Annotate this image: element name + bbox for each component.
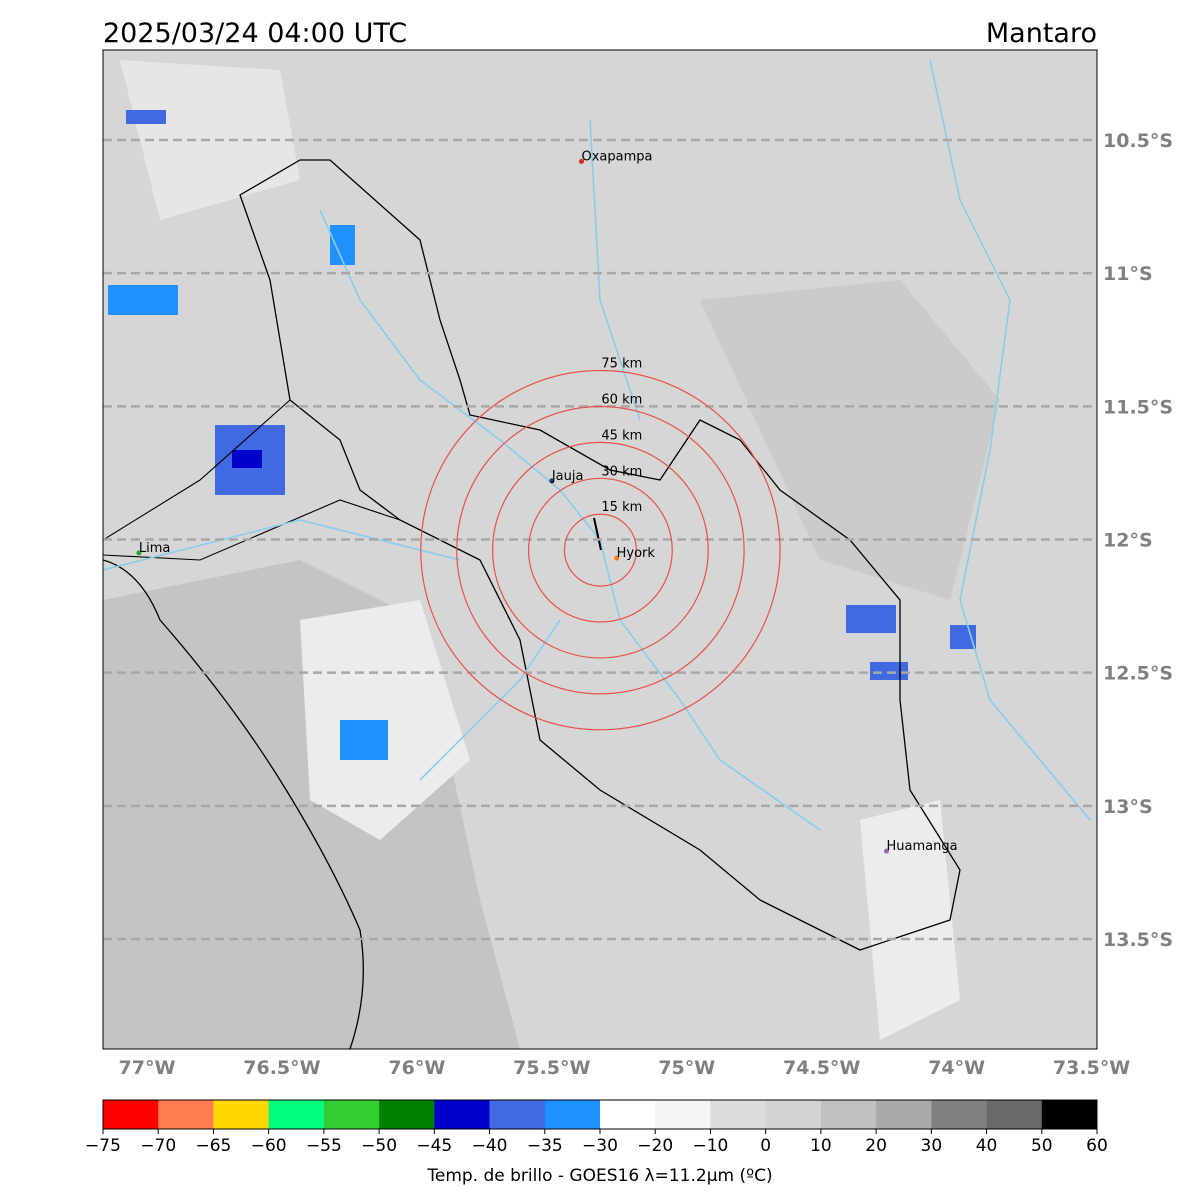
city-label: Hyork [617, 546, 656, 561]
lat-tick-label: 13°S [1103, 796, 1153, 818]
city-marker [136, 550, 142, 556]
cloud-patch [232, 450, 262, 468]
city-marker [614, 555, 620, 561]
colorbar-segment [765, 1100, 822, 1129]
city-marker [883, 848, 889, 854]
map-frame [102, 49, 1098, 1050]
colorbar-tick-label: −70 [140, 1136, 176, 1156]
map-layer: 15 km 30 km 45 km 60 km 75 km Oxapampa Jauja Hy… [103, 138, 1097, 941]
lon-tick-label: 74°W [928, 1057, 985, 1079]
range-ring [527, 477, 673, 623]
colorbar: −75 −70 −65 −60 −55 −50 −45 −40 −35 −30 −20 −10 0 10 2… [85, 1099, 1108, 1156]
cloud-patch [950, 625, 976, 649]
colorbar-segment [158, 1100, 214, 1129]
range-ring [456, 405, 745, 695]
dark-region [700, 280, 1000, 600]
colorbar-segment [544, 1100, 601, 1129]
colorbar-segment [323, 1100, 380, 1129]
city-marker [579, 158, 585, 164]
range-ring-label: 30 km [601, 464, 642, 479]
colorbar-segment [489, 1100, 546, 1129]
colorbar-label: Temp. de brillo - GOES16 λ=11.2μm (ºC) [426, 1166, 772, 1186]
colorbar-tick-label: −50 [361, 1136, 397, 1156]
lat-tick-label: 13.5°S [1103, 929, 1173, 951]
colorbar-tick-label: 30 [921, 1136, 943, 1156]
colorbar-segment [655, 1100, 711, 1129]
colorbar-tick-label: −30 [582, 1136, 618, 1156]
colorbar-tick-label: −10 [692, 1136, 728, 1156]
colorbar-tick-label: −45 [416, 1136, 452, 1156]
city-marker [549, 478, 555, 484]
colorbar-segment [379, 1100, 435, 1129]
cloud-patch [870, 662, 908, 680]
range-ring-label: 45 km [601, 428, 642, 443]
colorbar-tick-label: 10 [810, 1136, 832, 1156]
cloud-patch [340, 720, 388, 760]
lon-tick-label: 75.5°W [513, 1057, 590, 1079]
colorbar-tick-label: 20 [865, 1136, 887, 1156]
colorbar-segment [213, 1100, 269, 1129]
colorbar-segment [268, 1100, 325, 1129]
colorbar-segment [710, 1100, 766, 1129]
map-imagery: 15 km 30 km 45 km 60 km 75 km Oxapampa Jauja Hy… [103, 50, 1097, 1049]
range-ring-label: 15 km [601, 500, 642, 515]
colorbar-segment [600, 1100, 656, 1129]
lon-tick-label: 74.5°W [783, 1057, 860, 1079]
river [103, 59, 1091, 831]
lon-tick-label: 76°W [388, 1057, 445, 1079]
city-label: Huamanga [886, 839, 957, 854]
colorbar-segment [820, 1100, 877, 1129]
lat-tick-label: 10.5°S [1103, 130, 1173, 152]
colorbar-tick-label: 60 [1086, 1136, 1108, 1156]
lon-tick-label: 77°W [119, 1057, 176, 1079]
lat-tick-label: 11°S [1103, 263, 1153, 285]
colorbar-tick-label: −35 [527, 1136, 563, 1156]
light-region [860, 800, 960, 1040]
colorbar-tick-label: −20 [637, 1136, 673, 1156]
cloud-patch [330, 225, 355, 265]
lon-tick-label: 75°W [658, 1057, 715, 1079]
colorbar-tick-label: 50 [1031, 1136, 1053, 1156]
title-time: 2025/03/24 04:00 UTC [103, 18, 407, 49]
title-region: Mantaro [986, 18, 1097, 49]
cloud-patch [126, 110, 166, 124]
colorbar-tick-label: −65 [195, 1136, 231, 1156]
colorbar-tick-label: −55 [306, 1136, 342, 1156]
cloud-patch [108, 285, 178, 315]
basin-outline [239, 159, 961, 951]
colorbar-segment [931, 1100, 987, 1129]
lon-tick-label: 73.5°W [1053, 1057, 1130, 1079]
city-label: Lima [139, 541, 170, 556]
colorbar-tick-label: −60 [251, 1136, 287, 1156]
city-label: Jauja [551, 469, 584, 484]
lat-tick-label: 11.5°S [1103, 396, 1173, 418]
cloud-patch [846, 605, 896, 633]
lat-tick-label: 12.5°S [1103, 663, 1173, 685]
range-ring [563, 513, 637, 587]
range-ring [492, 441, 709, 659]
colorbar-segment [103, 1100, 159, 1129]
colorbar-segment [876, 1100, 932, 1129]
colorbar-tick-label: −40 [472, 1136, 508, 1156]
colorbar-segment [986, 1100, 1043, 1129]
colorbar-segment [1041, 1100, 1098, 1129]
range-ring-label: 75 km [601, 357, 642, 372]
colorbar-tick-label: 40 [976, 1136, 998, 1156]
range-ring-label: 60 km [601, 392, 642, 407]
axis-layer: 10.5°S 11°S 11.5°S 12°S 12.5°S 13°S 13.5°S 77°W… [119, 130, 1174, 1079]
lat-tick-label: 12°S [1103, 530, 1153, 552]
colorbar-segment [434, 1100, 490, 1129]
colorbar-tick-label: 0 [760, 1136, 771, 1156]
city-label: Oxapampa [582, 149, 653, 164]
range-ring [420, 369, 781, 731]
colorbar-tick-label: −75 [85, 1136, 121, 1156]
lon-tick-label: 76.5°W [243, 1057, 320, 1079]
coastline [103, 559, 364, 1049]
wind-vector [593, 517, 602, 551]
